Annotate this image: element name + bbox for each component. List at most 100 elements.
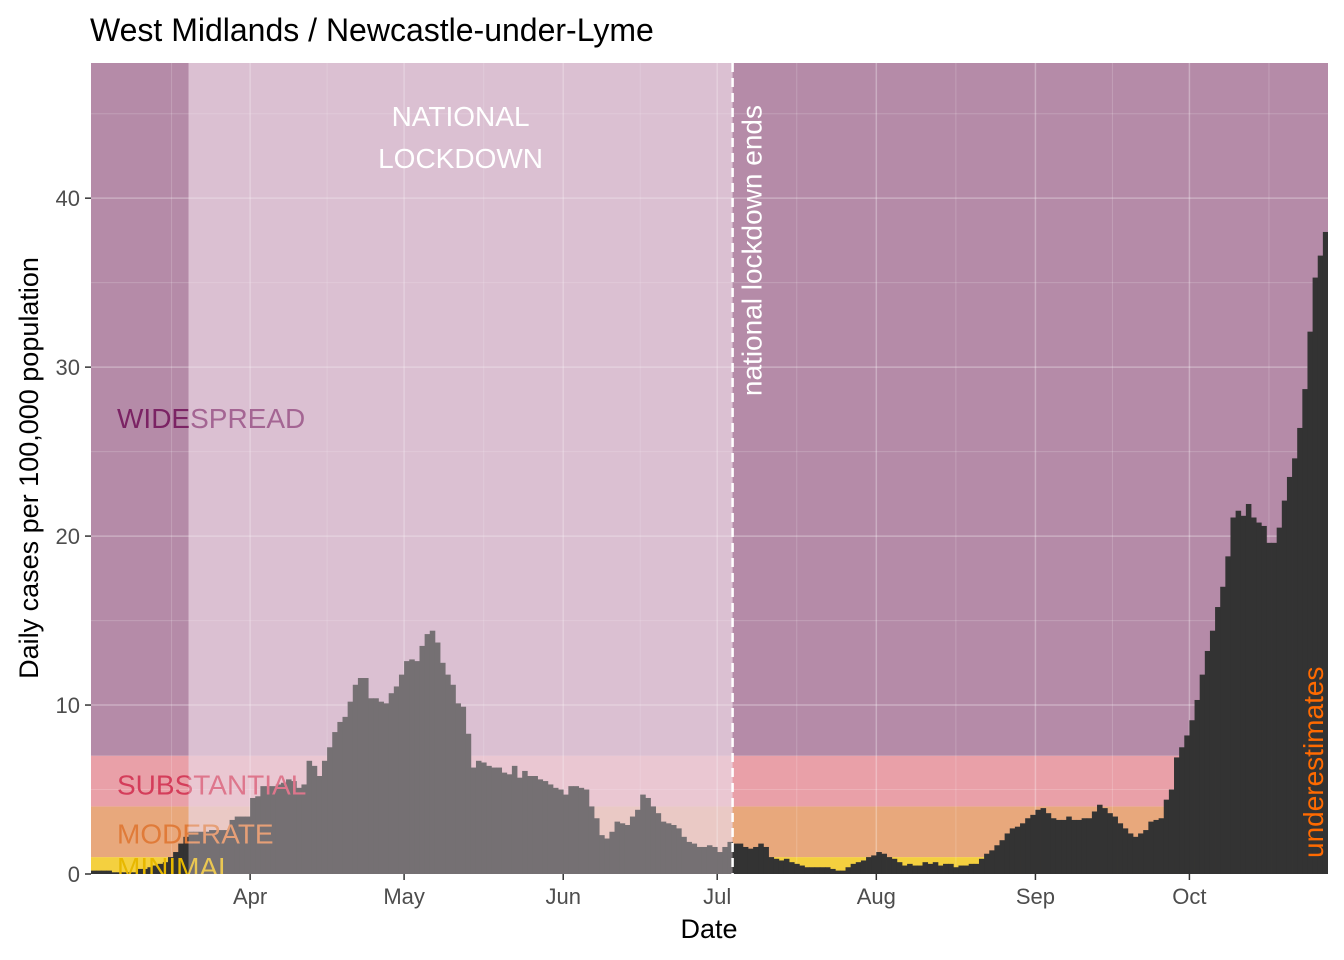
- bar: [1071, 819, 1077, 874]
- bar: [429, 630, 436, 874]
- bar: [470, 767, 477, 874]
- bar: [1256, 522, 1262, 874]
- bar: [1050, 818, 1057, 874]
- bar: [414, 661, 420, 874]
- bar: [665, 823, 672, 874]
- bar: [676, 828, 682, 874]
- bar: [922, 862, 929, 874]
- x-tick-label: May: [383, 884, 425, 909]
- bar: [732, 843, 739, 874]
- bar: [1215, 607, 1221, 874]
- bar: [167, 857, 174, 874]
- bar: [999, 840, 1006, 874]
- bar: [953, 867, 959, 874]
- bar: [691, 843, 698, 874]
- x-tick-label: Jul: [703, 884, 731, 909]
- bar: [337, 721, 343, 874]
- bar: [1158, 818, 1165, 874]
- bar: [1127, 833, 1134, 874]
- bar: [1132, 836, 1139, 874]
- bar: [901, 865, 908, 874]
- bar: [937, 865, 944, 874]
- band-label-minimal: MINIMAL: [117, 852, 234, 883]
- bar: [393, 686, 400, 874]
- bar: [137, 868, 143, 874]
- bar: [491, 767, 497, 874]
- bar: [907, 863, 913, 874]
- bar: [280, 782, 287, 874]
- bar: [188, 831, 195, 874]
- bar: [1066, 816, 1072, 874]
- bar: [783, 858, 790, 874]
- bar: [737, 843, 744, 874]
- bar: [378, 701, 384, 874]
- x-tick-label: Aug: [857, 884, 896, 909]
- bar: [1004, 833, 1011, 874]
- bar: [578, 787, 585, 874]
- bar: [1312, 277, 1319, 874]
- bar: [1174, 757, 1180, 874]
- bar: [686, 841, 692, 874]
- band-label-substantial: SUBSTANTIAL: [117, 769, 306, 800]
- bar: [1184, 735, 1190, 874]
- bar: [1225, 556, 1231, 874]
- bar: [1261, 525, 1267, 874]
- bar: [234, 816, 241, 874]
- bar: [871, 855, 877, 874]
- bar: [229, 819, 236, 874]
- bar: [1338, 129, 1344, 874]
- x-tick-label: Oct: [1172, 884, 1206, 909]
- bar: [1307, 331, 1314, 874]
- bar: [368, 698, 374, 874]
- bar: [1204, 650, 1211, 874]
- bar: [568, 786, 574, 874]
- bar: [132, 872, 138, 874]
- bar: [291, 781, 297, 874]
- bar: [152, 865, 159, 874]
- y-tick-label: 40: [56, 186, 80, 211]
- bar: [742, 846, 749, 874]
- chart-title: West Midlands / Newcastle-under-Lyme: [90, 12, 654, 48]
- bar: [1097, 804, 1103, 874]
- bar: [157, 863, 164, 874]
- bar: [717, 852, 723, 874]
- bar: [517, 777, 523, 874]
- band-label-moderate: MODERATE: [117, 818, 274, 849]
- bar: [1240, 515, 1247, 874]
- bar: [594, 818, 600, 874]
- bar: [624, 825, 631, 874]
- bar: [809, 867, 816, 874]
- bar: [440, 662, 446, 874]
- bar: [496, 767, 503, 874]
- bar: [989, 850, 995, 874]
- bar: [1112, 816, 1118, 874]
- bar: [599, 835, 605, 874]
- bar: [1014, 826, 1021, 874]
- bar: [758, 843, 764, 874]
- bar: [614, 821, 621, 874]
- bar: [255, 796, 261, 874]
- bar: [388, 693, 395, 874]
- bar: [424, 634, 431, 874]
- bar: [224, 830, 230, 874]
- bar: [804, 867, 810, 874]
- bar: [886, 857, 893, 874]
- lockdown-end-label: national lockdown ends: [737, 105, 768, 396]
- bar: [1148, 821, 1154, 874]
- bar: [558, 789, 564, 874]
- bar: [450, 684, 456, 874]
- y-tick-label: 30: [56, 355, 80, 380]
- bar: [753, 846, 759, 874]
- bar: [434, 642, 441, 874]
- bar: [193, 831, 200, 874]
- bar: [404, 661, 410, 874]
- bar: [522, 770, 528, 874]
- bar: [927, 863, 934, 874]
- bar: [1091, 811, 1098, 874]
- bar: [645, 797, 651, 874]
- bar: [722, 846, 728, 874]
- bar: [91, 870, 97, 874]
- band-label-widespread: WIDESPREAD: [117, 403, 305, 434]
- bar: [373, 698, 379, 874]
